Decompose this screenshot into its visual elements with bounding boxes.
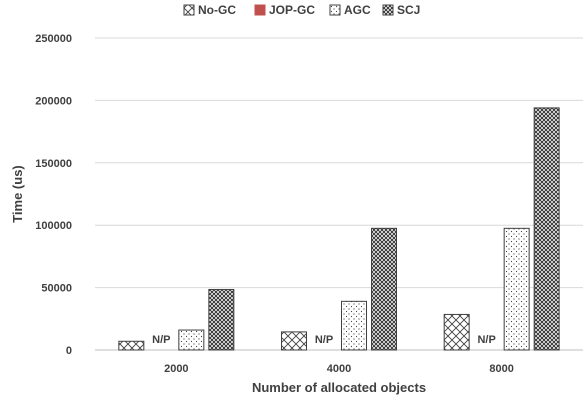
legend-label-scj: SCJ — [397, 3, 420, 17]
legend-swatch-scj — [382, 4, 394, 16]
legend: No-GC JOP-GC AGC SCJ — [183, 3, 420, 17]
bar-agc-2000 — [178, 329, 205, 351]
legend-label-no-gc: No-GC — [198, 3, 236, 17]
x-axis-title: Number of allocated objects — [252, 380, 426, 395]
bar-scj-4000 — [371, 227, 397, 351]
y-tick-label: 100000 — [35, 220, 72, 232]
y-tick-label: 50000 — [41, 283, 72, 295]
y-tick-label: 200000 — [35, 95, 72, 107]
bar-no-gc-4000 — [281, 331, 307, 351]
bar-no-gc-2000 — [118, 340, 145, 351]
bar-scj-2000 — [208, 288, 235, 351]
bar-scj-8000 — [533, 107, 560, 351]
missing-value-label: N/P — [315, 334, 333, 346]
y-axis-ticks: 0 50000 100000 150000 200000 250000 — [35, 33, 72, 357]
y-tick-label: 250000 — [35, 33, 72, 45]
bar-agc-8000 — [503, 227, 530, 351]
missing-value-label: N/P — [152, 334, 170, 346]
bars: N/P N/P N/P — [118, 107, 560, 351]
x-axis-ticks: 2000 4000 8000 — [164, 363, 514, 375]
gridlines — [95, 37, 583, 351]
bar-no-gc-8000 — [443, 313, 470, 351]
y-axis-title: Time (us) — [10, 165, 25, 223]
missing-value-label: N/P — [477, 334, 495, 346]
legend-label-jop-gc: JOP-GC — [269, 3, 315, 17]
x-tick-label: 8000 — [489, 363, 513, 375]
bar-agc-4000 — [341, 300, 367, 351]
legend-label-agc: AGC — [344, 3, 371, 17]
legend-swatch-no-gc — [183, 4, 195, 16]
legend-swatch-agc — [329, 4, 341, 16]
x-tick-label: 2000 — [164, 363, 188, 375]
legend-swatch-jop-gc — [254, 4, 266, 16]
y-tick-label: 150000 — [35, 158, 72, 170]
x-tick-label: 4000 — [327, 363, 351, 375]
y-tick-label: 0 — [66, 345, 72, 357]
